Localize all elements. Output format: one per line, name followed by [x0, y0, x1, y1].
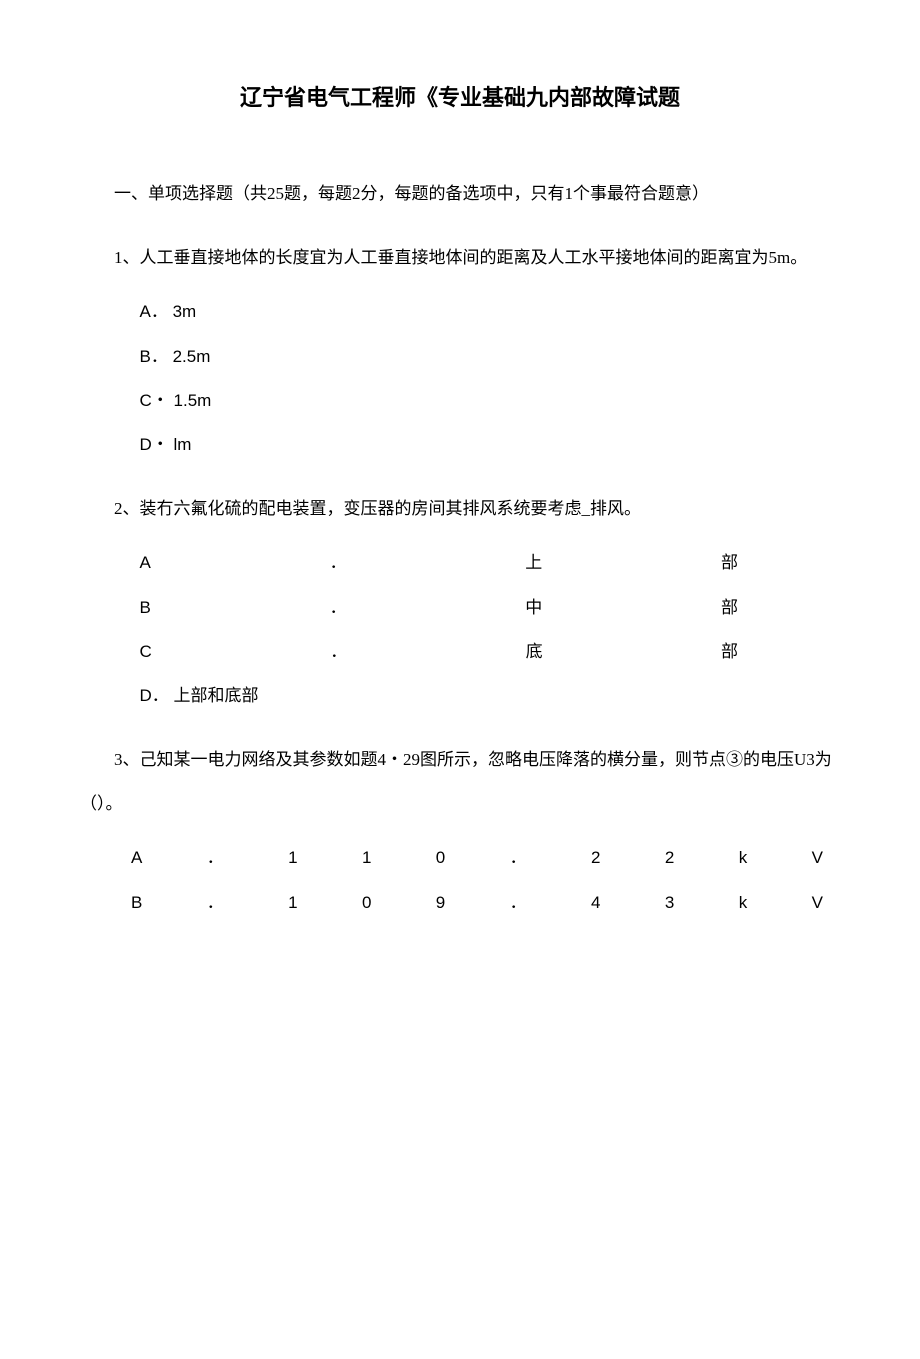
option-a: A ． 1 1 0 ． 2 2 k V — [80, 836, 840, 880]
option-a: A． 3m — [80, 290, 840, 334]
question-3: 3、己知某一电力网络及其参数如题4・29图所示，忽略电压降落的横分量，则节点③的… — [80, 738, 840, 925]
question-text: 1、人工垂直接地体的长度宜为人工垂直接地体间的距离及人工水平接地体间的距离宜为5… — [80, 236, 840, 280]
option-b: B． 2.5m — [80, 335, 840, 379]
section-header: 一、单项选择题（共25题，每题2分，每题的备选项中，只有1个事最符合题意） — [80, 172, 840, 216]
question-text: 3、己知某一电力网络及其参数如题4・29图所示，忽略电压降落的横分量，则节点③的… — [80, 738, 840, 826]
option-b: B ． 1 0 9 ． 4 3 k V — [80, 881, 840, 925]
option-c: C ． 底 部 — [80, 630, 840, 674]
option-a: A ． 上 部 — [80, 541, 840, 585]
option-d: D・ lm — [80, 423, 840, 467]
document-title: 辽宁省电气工程师《专业基础九内部故障试题 — [80, 80, 840, 112]
question-text: 2、装冇六氟化硫的配电装置，变压器的房间其排风系统要考虑_排风。 — [80, 487, 840, 531]
option-d: D． 上部和底部 — [80, 674, 840, 718]
option-b: B ． 中 部 — [80, 586, 840, 630]
option-c: C・ 1.5m — [80, 379, 840, 423]
question-2: 2、装冇六氟化硫的配电装置，变压器的房间其排风系统要考虑_排风。 A ． 上 部… — [80, 487, 840, 718]
question-1: 1、人工垂直接地体的长度宜为人工垂直接地体间的距离及人工水平接地体间的距离宜为5… — [80, 236, 840, 467]
